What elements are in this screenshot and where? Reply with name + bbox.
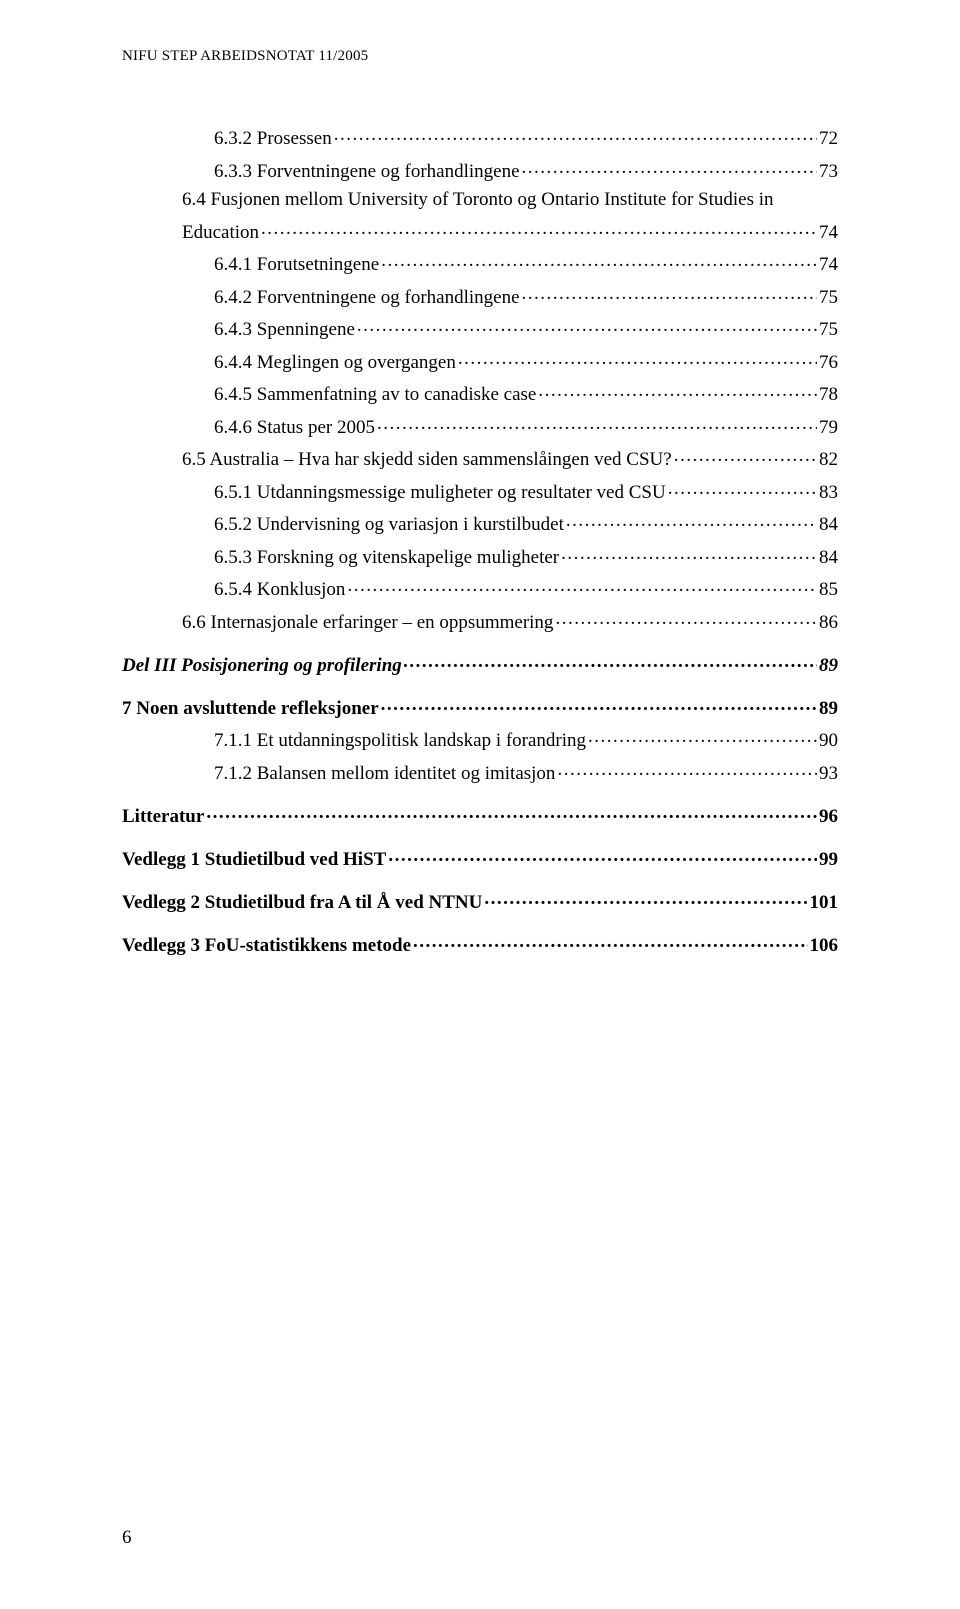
toc-label: 6.5.3 Forskning og vitenskapelige muligh… [214,548,559,567]
toc-page-number: 79 [819,418,838,437]
toc-leader-dots [484,889,807,908]
toc-entry: 6.3.2 Prosessen 72 [122,125,838,148]
toc-leader-dots [388,846,817,865]
toc-entry: 6.4.3 Spenningene 75 [122,316,838,339]
toc-leader-dots [522,158,817,177]
toc-entry: 6.5.3 Forskning og vitenskapelige muligh… [122,544,838,567]
toc-entry: 6.4.5 Sammenfatning av to canadiske case… [122,381,838,404]
toc-entry: 6.6 Internasjonale erfaringer – en oppsu… [122,609,838,632]
toc-label: 6.4.4 Meglingen og overgangen [214,353,456,372]
toc-leader-dots [588,727,817,746]
toc-leader-dots [404,652,817,671]
toc-page-number: 84 [819,548,838,567]
toc-leader-dots [413,932,807,951]
toc-page-number: 75 [819,320,838,339]
toc-leader-dots [381,695,817,714]
toc-entry: 6.5.1 Utdanningsmessige muligheter og re… [122,479,838,502]
toc-entry: Del III Posisjonering og profilering 89 [122,652,838,675]
toc-leader-dots [381,251,817,270]
toc-leader-dots [557,760,817,779]
toc-page-number: 96 [819,807,838,826]
toc-leader-dots [261,219,817,238]
toc-page-number: 74 [819,223,838,242]
toc-leader-dots [206,803,817,822]
toc-page-number: 73 [819,162,838,181]
page-number: 6 [122,1527,132,1549]
toc-entry: 6.4.2 Forventningene og forhandlingene 75 [122,284,838,307]
toc-page-number: 74 [819,255,838,274]
toc-page-number: 86 [819,613,838,632]
toc-entry: 6.4 Fusjonen mellom University of Toront… [122,190,838,209]
toc-page-number: 72 [819,129,838,148]
toc-label: 6.5.1 Utdanningsmessige muligheter og re… [214,483,666,502]
toc-leader-dots [674,446,817,465]
toc-page-number: 93 [819,764,838,783]
toc-entry: 6.3.3 Forventningene og forhandlingene 73 [122,158,838,181]
toc-leader-dots [566,511,817,530]
toc-entry: 6.5 Australia – Hva har skjedd siden sam… [122,446,838,469]
toc-page-number: 99 [819,850,838,869]
toc-leader-dots [357,316,817,335]
toc-label: Education [182,223,259,242]
toc-label: Vedlegg 3 FoU-statistikkens metode [122,936,411,955]
toc-label: 6.4.3 Spenningene [214,320,355,339]
page-header: NIFU STEP ARBEIDSNOTAT 11/2005 [122,48,838,65]
toc-label: 7.1.2 Balansen mellom identitet og imita… [214,764,555,783]
toc-entry: Education 74 [122,219,838,242]
toc-page-number: 83 [819,483,838,502]
toc-label: 7.1.1 Et utdanningspolitisk landskap i f… [214,731,586,750]
toc-label: 6.4 Fusjonen mellom University of Toront… [182,190,774,209]
toc-entry: Vedlegg 3 FoU-statistikkens metode 106 [122,932,838,955]
toc-page-number: 101 [810,893,839,912]
toc-label: 6.4.6 Status per 2005 [214,418,375,437]
toc-entry: Vedlegg 1 Studietilbud ved HiST 99 [122,846,838,869]
toc-leader-dots [522,284,817,303]
toc-page-number: 75 [819,288,838,307]
toc-leader-dots [458,349,817,368]
toc-page-number: 82 [819,450,838,469]
toc-label: 6.5.2 Undervisning og variasjon i kursti… [214,515,564,534]
toc-label: Vedlegg 1 Studietilbud ved HiST [122,850,386,869]
toc-entry: Vedlegg 2 Studietilbud fra A til Å ved N… [122,889,838,912]
toc-leader-dots [334,125,817,144]
toc-label: Vedlegg 2 Studietilbud fra A til Å ved N… [122,893,482,912]
toc-page-number: 106 [810,936,839,955]
document-page: NIFU STEP ARBEIDSNOTAT 11/2005 6.3.2 Pro… [0,0,960,1609]
toc-entry: 7.1.2 Balansen mellom identitet og imita… [122,760,838,783]
toc-entry: Litteratur 96 [122,803,838,826]
toc-label: 6.6 Internasjonale erfaringer – en oppsu… [182,613,553,632]
toc-entry: 6.4.4 Meglingen og overgangen 76 [122,349,838,372]
toc-leader-dots [561,544,817,563]
toc-label: Litteratur [122,807,204,826]
toc-label: 6.4.5 Sammenfatning av to canadiske case [214,385,536,404]
toc-entry: 6.5.2 Undervisning og variasjon i kursti… [122,511,838,534]
toc-leader-dots [347,576,817,595]
toc-page-number: 76 [819,353,838,372]
toc-entry: 7 Noen avsluttende refleksjoner 89 [122,695,838,718]
toc-label: 7 Noen avsluttende refleksjoner [122,699,379,718]
toc-label: 6.4.1 Forutsetningene [214,255,379,274]
toc-leader-dots [377,414,817,433]
toc-leader-dots [555,609,817,628]
table-of-contents: 6.3.2 Prosessen 72 6.3.3 Forventningene og… [122,125,838,955]
toc-entry: 6.4.1 Forutsetningene 74 [122,251,838,274]
toc-leader-dots [538,381,817,400]
toc-label: 6.3.2 Prosessen [214,129,332,148]
toc-entry: 6.4.6 Status per 2005 79 [122,414,838,437]
toc-leader-dots [668,479,817,498]
toc-entry: 6.5.4 Konklusjon 85 [122,576,838,599]
toc-page-number: 78 [819,385,838,404]
toc-page-number: 84 [819,515,838,534]
toc-page-number: 85 [819,580,838,599]
toc-label: 6.3.3 Forventningene og forhandlingene [214,162,520,181]
toc-label: 6.5.4 Konklusjon [214,580,345,599]
toc-entry: 7.1.1 Et utdanningspolitisk landskap i f… [122,727,838,750]
toc-label: 6.5 Australia – Hva har skjedd siden sam… [182,450,672,469]
toc-label: 6.4.2 Forventningene og forhandlingene [214,288,520,307]
toc-page-number: 89 [819,699,838,718]
toc-label: Del III Posisjonering og profilering [122,656,402,675]
toc-page-number: 89 [819,656,838,675]
toc-page-number: 90 [819,731,838,750]
